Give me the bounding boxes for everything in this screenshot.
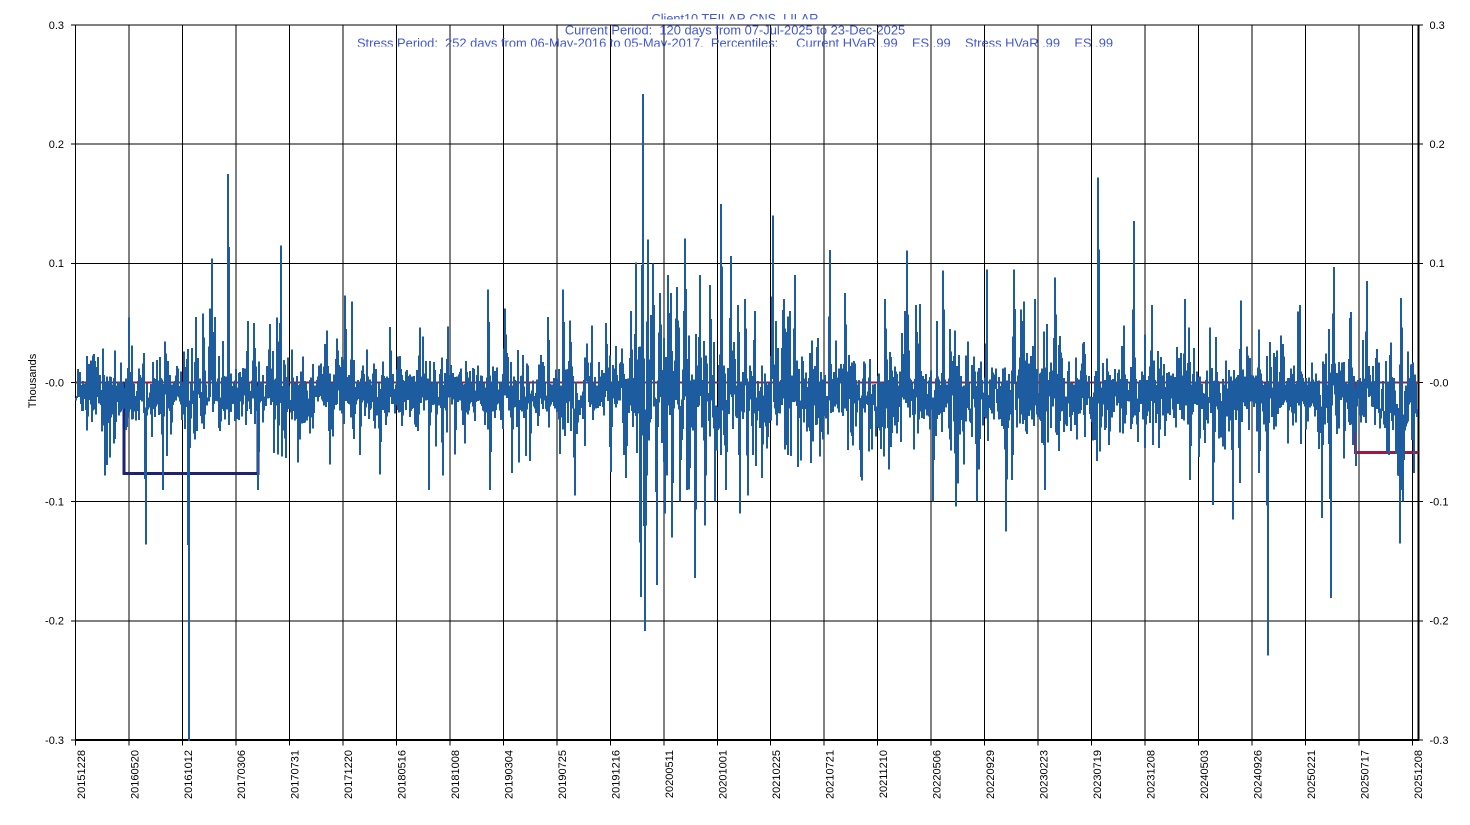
- svg-text:-0.3: -0.3: [45, 735, 64, 747]
- svg-text:20200511: 20200511: [664, 750, 676, 798]
- svg-text:20161012: 20161012: [183, 750, 195, 799]
- svg-text:20190304: 20190304: [504, 750, 516, 799]
- svg-text:20231208: 20231208: [1145, 750, 1157, 799]
- svg-text:-0.2: -0.2: [1430, 616, 1449, 628]
- svg-text:20160520: 20160520: [129, 750, 141, 799]
- svg-text:20170731: 20170731: [290, 750, 302, 799]
- svg-text:-0.1: -0.1: [45, 497, 64, 509]
- svg-text:20181008: 20181008: [450, 750, 462, 799]
- svg-text:Client10 TEILAR CNS_LILAR: Client10 TEILAR CNS_LILAR: [652, 12, 819, 26]
- svg-text:20210721: 20210721: [825, 750, 837, 799]
- svg-text:0.2: 0.2: [1430, 139, 1445, 151]
- svg-text:0.2: 0.2: [49, 139, 64, 151]
- svg-text:Current Period: 120 days from: Current Period: 120 days from 07-Jul-202…: [565, 22, 905, 37]
- svg-text:20191216: 20191216: [611, 750, 623, 799]
- svg-text:20190725: 20190725: [557, 750, 569, 799]
- svg-text:-0.2: -0.2: [45, 616, 64, 628]
- svg-text:20230719: 20230719: [1092, 750, 1104, 799]
- svg-text:0.3: 0.3: [49, 20, 64, 32]
- svg-text:20240926: 20240926: [1252, 750, 1264, 799]
- svg-text:-0.0: -0.0: [45, 377, 64, 389]
- svg-text:Stress Period: 252 days from: Stress Period: 252 days from 06-May-2016…: [357, 36, 1113, 51]
- svg-text:20210225: 20210225: [771, 750, 783, 799]
- svg-text:20250717: 20250717: [1359, 750, 1371, 799]
- svg-text:20230223: 20230223: [1038, 750, 1050, 799]
- svg-text:20220506: 20220506: [932, 750, 944, 799]
- svg-text:-0.0: -0.0: [1430, 377, 1449, 389]
- svg-text:20170306: 20170306: [236, 750, 248, 799]
- svg-text:20201001: 20201001: [718, 750, 730, 799]
- svg-text:0.1: 0.1: [1430, 258, 1445, 270]
- svg-text:20151228: 20151228: [76, 750, 88, 799]
- svg-text:20211210: 20211210: [878, 750, 890, 798]
- svg-text:0.1: 0.1: [49, 258, 64, 270]
- svg-text:-0.1: -0.1: [1430, 497, 1449, 509]
- svg-text:20220929: 20220929: [985, 750, 997, 799]
- svg-text:Thousands: Thousands: [27, 353, 39, 408]
- svg-text:20251208: 20251208: [1413, 750, 1425, 799]
- svg-text:20240503: 20240503: [1199, 750, 1211, 799]
- svg-text:20180516: 20180516: [397, 750, 409, 799]
- svg-text:-0.3: -0.3: [1430, 735, 1449, 747]
- svg-text:0.3: 0.3: [1430, 20, 1445, 32]
- svg-text:20250221: 20250221: [1306, 750, 1318, 799]
- svg-text:20171220: 20171220: [343, 750, 355, 799]
